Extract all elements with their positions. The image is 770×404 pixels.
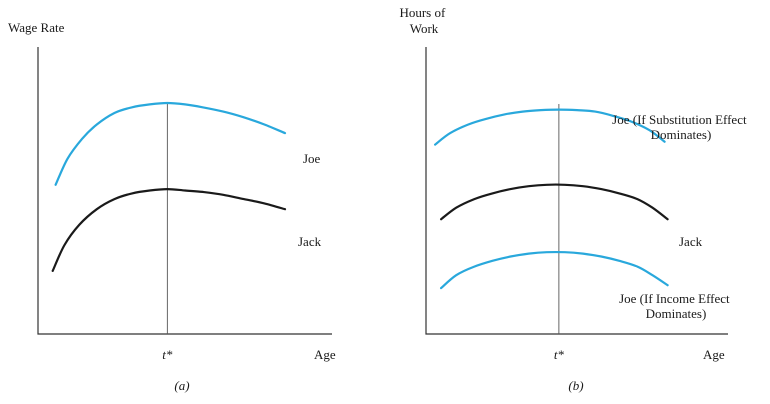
panel-b-joe-substitution-curve xyxy=(434,108,666,146)
panel-b-ylabel-line2: Work xyxy=(410,21,439,36)
panel-a-joe-label: Joe xyxy=(303,151,321,166)
panel-b-jack-label: Jack xyxy=(679,234,703,249)
panel-a-tstar-label: t* xyxy=(162,347,173,362)
panel-b-ylabel: Hours of Work xyxy=(399,5,448,36)
panel-a-xlabel: Age xyxy=(314,347,336,362)
panel-a: Wage Rate Joe Jack t* Age (a) xyxy=(8,20,336,393)
panel-b-caption: (b) xyxy=(568,378,583,393)
panel-a-ylabel: Wage Rate xyxy=(8,20,65,35)
panel-b-ylabel-line1: Hours of xyxy=(399,5,446,20)
panel-b-joe-income-label-line1: Joe (If Income Effect xyxy=(619,291,730,306)
panel-b-joe-substitution-label-line2: Dominates) xyxy=(651,127,712,142)
panel-b: Hours of Work Joe (If Substitution Effec… xyxy=(399,5,750,393)
panel-b-joe-income-label: Joe (If Income Effect Dominates) xyxy=(619,291,733,321)
panel-b-axes xyxy=(425,47,728,335)
panel-b-tstar-label: t* xyxy=(554,347,565,362)
panel-a-joe-curve xyxy=(54,101,287,186)
panel-b-jack-curve xyxy=(440,183,669,221)
panel-a-axes xyxy=(37,47,332,335)
panel-b-joe-income-curve xyxy=(440,250,669,290)
panel-a-jack-label: Jack xyxy=(298,234,322,249)
panel-b-joe-substitution-label-line1: Joe (If Substitution Effect xyxy=(612,112,747,127)
panel-a-caption: (a) xyxy=(174,378,189,393)
panel-b-joe-substitution-label: Joe (If Substitution Effect Dominates) xyxy=(612,112,750,142)
panel-a-jack-curve xyxy=(51,187,287,272)
panel-b-xlabel: Age xyxy=(703,347,725,362)
panel-b-joe-income-label-line2: Dominates) xyxy=(646,306,707,321)
